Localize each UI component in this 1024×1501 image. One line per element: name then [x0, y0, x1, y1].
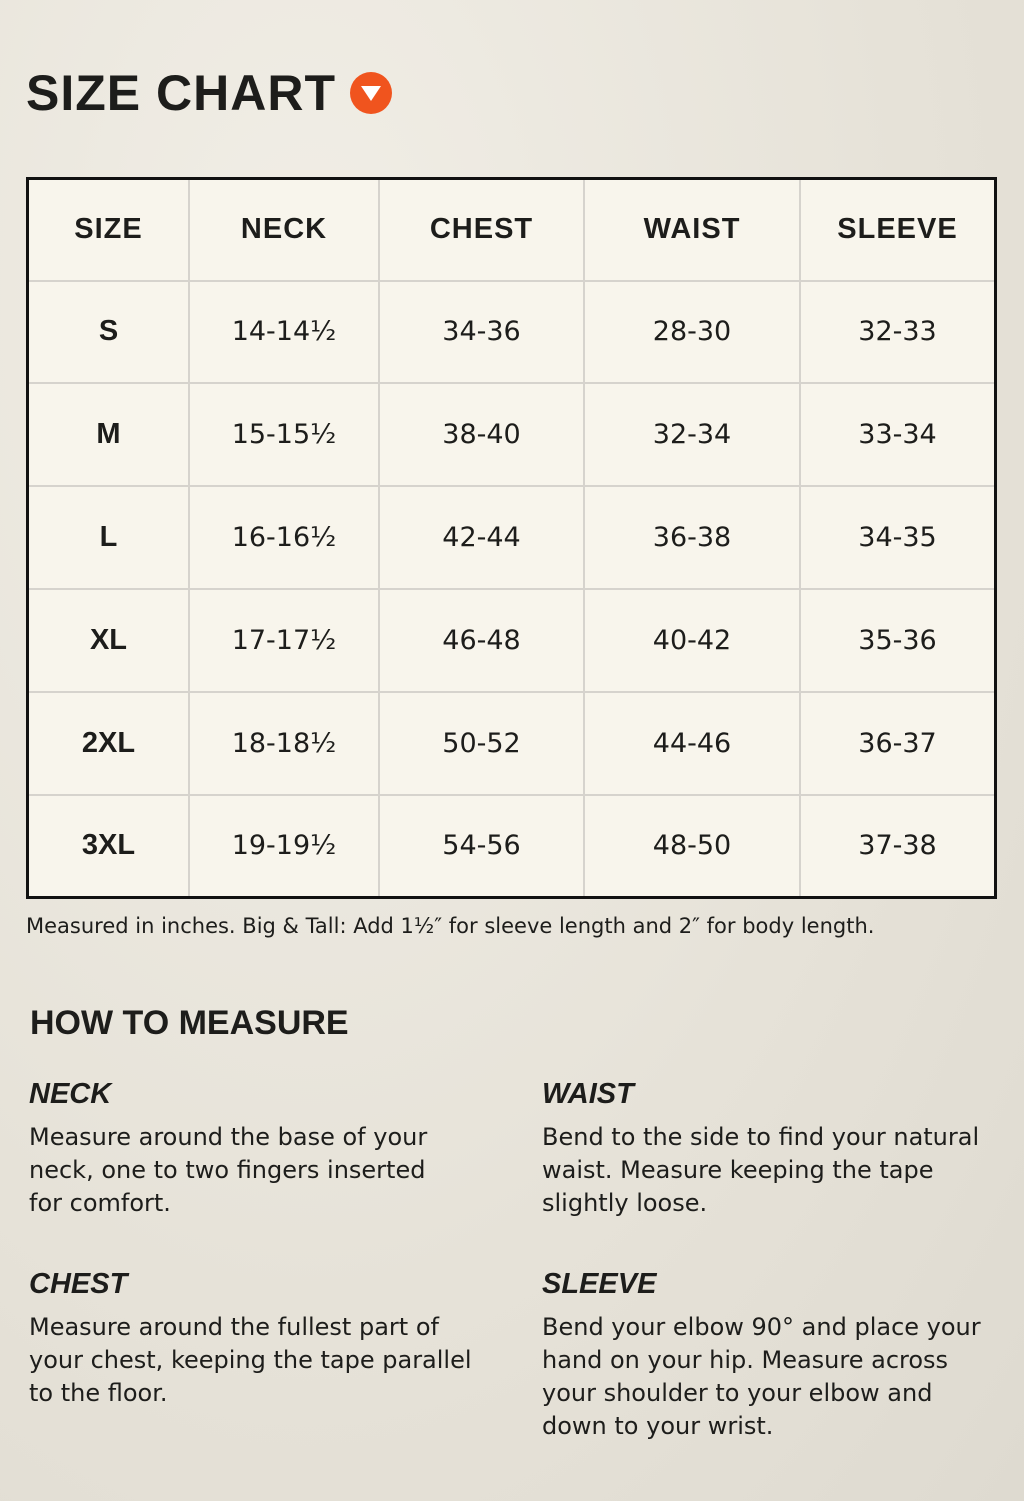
header-neck: NECK [188, 177, 380, 282]
chest-cell: 54-56 [378, 793, 585, 899]
section-text: Bend to the side to find your natural wa… [542, 1123, 980, 1217]
title-text: SIZE CHART [26, 65, 336, 121]
neck-cell: 16-16½ [188, 485, 380, 590]
waist-cell: 28-30 [583, 279, 801, 385]
triangle-down-circle-icon [350, 72, 392, 114]
section-title: WAIST [542, 1078, 634, 1110]
table-row: XL 17-17½ 46-48 40-42 35-36 [26, 587, 997, 693]
section-text: Bend your elbow 90° and place your hand … [542, 1313, 981, 1440]
neck-cell: 19-19½ [188, 793, 380, 899]
table-header-row: SIZE NECK CHEST WAIST SLEEVE [26, 177, 997, 282]
section-chest: CHEST Measure around the fullest part of… [29, 1268, 499, 1410]
table-row: L 16-16½ 42-44 36-38 34-35 [26, 485, 997, 590]
size-cell: M [26, 382, 190, 488]
size-cell: XL [26, 587, 190, 693]
waist-cell: 40-42 [583, 587, 801, 693]
neck-cell: 15-15½ [188, 382, 380, 488]
header-chest: CHEST [378, 177, 585, 282]
sleeve-cell: 36-37 [799, 690, 997, 796]
section-title: CHEST [29, 1268, 128, 1300]
neck-cell: 18-18½ [188, 690, 380, 796]
chest-cell: 46-48 [378, 587, 585, 693]
section-title: SLEEVE [542, 1268, 657, 1300]
waist-cell: 44-46 [583, 690, 801, 796]
table-row: M 15-15½ 38-40 32-34 33-34 [26, 382, 997, 488]
header-sleeve: SLEEVE [799, 177, 997, 282]
chest-cell: 34-36 [378, 279, 585, 385]
size-cell: S [26, 279, 190, 385]
section-text: Measure around the fullest part of your … [29, 1313, 472, 1407]
chest-cell: 50-52 [378, 690, 585, 796]
sleeve-cell: 32-33 [799, 279, 997, 385]
section-text: Measure around the base of your neck, on… [29, 1123, 428, 1217]
sleeve-cell: 35-36 [799, 587, 997, 693]
measurement-note: Measured in inches. Big & Tall: Add 1½″ … [26, 914, 875, 938]
neck-cell: 17-17½ [188, 587, 380, 693]
table-row: 3XL 19-19½ 54-56 48-50 37-38 [26, 793, 997, 899]
sleeve-cell: 37-38 [799, 793, 997, 899]
section-neck: NECK Measure around the base of your nec… [29, 1078, 499, 1220]
sleeve-cell: 33-34 [799, 382, 997, 488]
size-cell: 2XL [26, 690, 190, 796]
waist-cell: 36-38 [583, 485, 801, 590]
waist-cell: 32-34 [583, 382, 801, 488]
header-size: SIZE [26, 177, 190, 282]
neck-cell: 14-14½ [188, 279, 380, 385]
sleeve-cell: 34-35 [799, 485, 997, 590]
how-to-measure-title: HOW TO MEASURE [30, 1004, 349, 1042]
chest-cell: 38-40 [378, 382, 585, 488]
size-cell: 3XL [26, 793, 190, 899]
size-table: SIZE NECK CHEST WAIST SLEEVE S 14-14½ 34-3… [26, 177, 997, 899]
section-title: NECK [29, 1078, 112, 1110]
table-row: 2XL 18-18½ 50-52 44-46 36-37 [26, 690, 997, 796]
table-row: S 14-14½ 34-36 28-30 32-33 [26, 279, 997, 385]
section-waist: WAIST Bend to the side to find your natu… [542, 1078, 1012, 1220]
page-title: SIZE CHART [26, 64, 392, 122]
section-sleeve: SLEEVE Bend your elbow 90° and place you… [542, 1268, 1012, 1443]
header-waist: WAIST [583, 177, 801, 282]
chest-cell: 42-44 [378, 485, 585, 590]
size-cell: L [26, 485, 190, 590]
waist-cell: 48-50 [583, 793, 801, 899]
